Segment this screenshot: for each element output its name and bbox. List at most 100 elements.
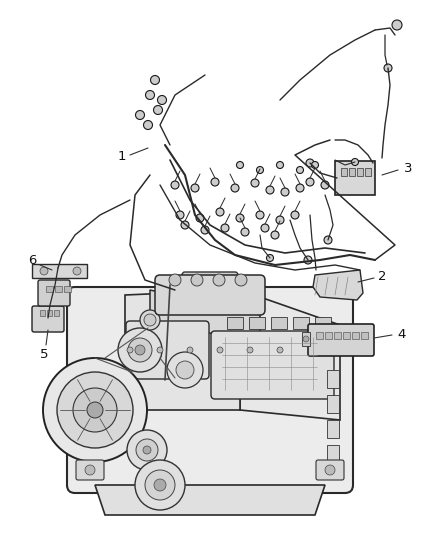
Circle shape — [266, 186, 274, 194]
Circle shape — [167, 352, 203, 388]
Circle shape — [201, 226, 209, 234]
FancyBboxPatch shape — [76, 460, 104, 480]
Circle shape — [40, 267, 48, 275]
Bar — [327, 395, 339, 413]
Circle shape — [157, 347, 163, 353]
FancyBboxPatch shape — [182, 272, 238, 303]
Bar — [325, 332, 332, 339]
Circle shape — [236, 214, 244, 222]
Polygon shape — [95, 485, 325, 515]
Circle shape — [128, 338, 152, 362]
Circle shape — [154, 479, 166, 491]
Circle shape — [221, 224, 229, 232]
Circle shape — [281, 188, 289, 196]
Circle shape — [296, 184, 304, 192]
Circle shape — [276, 161, 283, 168]
FancyBboxPatch shape — [126, 321, 209, 379]
Bar — [327, 370, 339, 388]
Circle shape — [73, 267, 81, 275]
Circle shape — [257, 166, 264, 174]
Circle shape — [304, 256, 312, 264]
Circle shape — [291, 211, 299, 219]
FancyBboxPatch shape — [271, 317, 287, 329]
Circle shape — [231, 184, 239, 192]
Circle shape — [191, 274, 203, 286]
Circle shape — [213, 274, 225, 286]
FancyBboxPatch shape — [38, 280, 70, 306]
Circle shape — [191, 184, 199, 192]
Circle shape — [196, 214, 204, 222]
Circle shape — [213, 283, 227, 297]
Bar — [361, 332, 368, 339]
Bar — [316, 332, 323, 339]
Circle shape — [73, 388, 117, 432]
Text: 2: 2 — [378, 270, 386, 282]
Bar — [40, 310, 45, 316]
Circle shape — [384, 64, 392, 72]
Circle shape — [261, 224, 269, 232]
Circle shape — [118, 328, 162, 372]
Circle shape — [169, 274, 181, 286]
FancyBboxPatch shape — [227, 317, 243, 329]
Circle shape — [43, 358, 147, 462]
Text: 4: 4 — [398, 327, 406, 341]
Polygon shape — [313, 270, 363, 300]
Circle shape — [158, 95, 166, 104]
FancyBboxPatch shape — [249, 317, 265, 329]
FancyBboxPatch shape — [67, 287, 353, 493]
Circle shape — [237, 161, 244, 168]
Bar — [302, 332, 310, 346]
Circle shape — [211, 178, 219, 186]
FancyBboxPatch shape — [316, 460, 344, 480]
Circle shape — [187, 347, 193, 353]
FancyBboxPatch shape — [155, 275, 265, 315]
Circle shape — [87, 402, 103, 418]
Bar — [352, 332, 359, 339]
Bar — [55, 286, 62, 292]
Circle shape — [392, 20, 402, 30]
Circle shape — [311, 161, 318, 168]
Circle shape — [135, 460, 185, 510]
Circle shape — [306, 159, 314, 167]
Polygon shape — [240, 290, 340, 420]
Polygon shape — [32, 264, 87, 278]
Circle shape — [57, 372, 133, 448]
Circle shape — [306, 178, 314, 186]
Circle shape — [145, 91, 155, 100]
Bar — [334, 332, 341, 339]
Circle shape — [135, 110, 145, 119]
Circle shape — [144, 120, 152, 130]
Polygon shape — [150, 290, 260, 340]
Bar — [341, 168, 347, 176]
Circle shape — [85, 465, 95, 475]
Circle shape — [303, 336, 309, 342]
Circle shape — [241, 228, 249, 236]
Bar — [54, 310, 59, 316]
Text: 1: 1 — [118, 149, 126, 163]
Polygon shape — [125, 290, 240, 410]
Circle shape — [297, 166, 304, 174]
Bar — [357, 168, 363, 176]
FancyBboxPatch shape — [293, 317, 309, 329]
Circle shape — [176, 211, 184, 219]
Circle shape — [136, 439, 158, 461]
Circle shape — [352, 158, 358, 166]
Text: 3: 3 — [404, 161, 412, 174]
Circle shape — [176, 361, 194, 379]
Bar — [47, 310, 52, 316]
Circle shape — [143, 446, 151, 454]
Circle shape — [208, 278, 232, 302]
Circle shape — [266, 254, 273, 262]
Text: 6: 6 — [28, 254, 36, 266]
Circle shape — [251, 179, 259, 187]
Circle shape — [135, 345, 145, 355]
FancyBboxPatch shape — [211, 331, 334, 399]
Circle shape — [256, 211, 264, 219]
Circle shape — [247, 347, 253, 353]
FancyBboxPatch shape — [308, 324, 374, 356]
Circle shape — [217, 347, 223, 353]
Circle shape — [144, 314, 156, 326]
Circle shape — [277, 347, 283, 353]
Circle shape — [324, 236, 332, 244]
Circle shape — [235, 274, 247, 286]
